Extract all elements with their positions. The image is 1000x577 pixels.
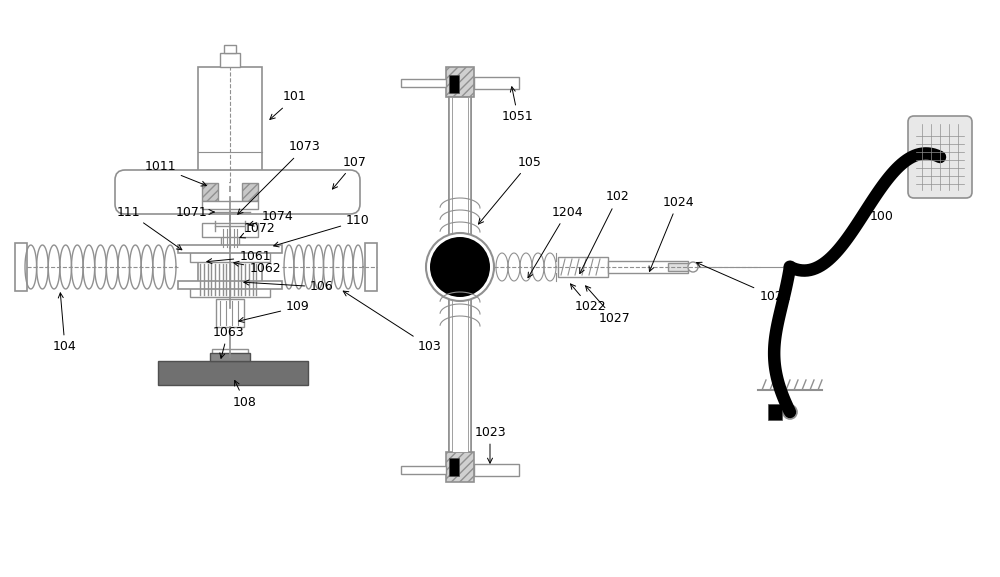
Bar	[210, 248, 250, 262]
Bar	[474, 77, 519, 89]
Text: 1022: 1022	[570, 284, 606, 313]
Bar	[446, 452, 474, 482]
Text: 1021: 1021	[697, 263, 791, 304]
Text: 111: 111	[116, 205, 182, 250]
Text: 106: 106	[244, 280, 334, 294]
Bar	[449, 458, 459, 476]
Bar	[216, 299, 244, 327]
Bar	[474, 464, 519, 476]
Bar	[178, 281, 282, 289]
Text: 1063: 1063	[212, 325, 244, 358]
Bar	[198, 67, 262, 182]
Bar	[668, 263, 688, 271]
Bar	[190, 252, 270, 262]
Bar	[768, 404, 782, 420]
Text: 1061: 1061	[207, 250, 271, 264]
Bar	[198, 262, 262, 297]
Text: 100: 100	[864, 208, 894, 223]
Text: 1011: 1011	[144, 160, 206, 186]
Bar	[178, 245, 282, 253]
Text: 108: 108	[233, 380, 257, 409]
Bar	[158, 361, 308, 385]
Text: 1051: 1051	[502, 87, 534, 123]
Bar	[224, 45, 236, 53]
Text: 107: 107	[332, 155, 367, 189]
Text: 1071: 1071	[176, 205, 214, 219]
Text: 1024: 1024	[649, 196, 694, 271]
Bar	[220, 359, 240, 367]
Bar	[452, 97, 468, 452]
Bar	[449, 97, 471, 457]
Bar	[558, 257, 608, 277]
Text: 1073: 1073	[238, 141, 321, 214]
Bar	[401, 466, 446, 474]
FancyBboxPatch shape	[908, 116, 972, 198]
Bar	[449, 97, 471, 452]
Bar	[449, 75, 459, 93]
Text: 1072: 1072	[240, 223, 276, 238]
Bar	[202, 223, 258, 237]
Bar	[212, 349, 248, 359]
Bar	[441, 251, 479, 261]
FancyBboxPatch shape	[115, 170, 360, 214]
Circle shape	[783, 405, 797, 419]
Bar	[441, 273, 479, 283]
Circle shape	[430, 237, 490, 297]
Circle shape	[784, 261, 796, 273]
Text: 1204: 1204	[528, 205, 583, 278]
Circle shape	[688, 262, 698, 272]
Text: 1062: 1062	[234, 261, 281, 275]
Bar	[210, 353, 250, 361]
Text: 1023: 1023	[474, 425, 506, 463]
Text: 104: 104	[53, 293, 77, 354]
Bar	[220, 53, 240, 67]
Bar	[242, 183, 258, 201]
Bar	[190, 287, 270, 297]
Text: 102: 102	[580, 190, 630, 273]
Bar	[222, 182, 238, 188]
Bar	[221, 228, 239, 248]
Bar	[202, 201, 258, 209]
Bar	[15, 243, 27, 291]
Text: 109: 109	[239, 301, 310, 323]
Bar	[202, 183, 218, 201]
Text: 103: 103	[343, 291, 442, 354]
Bar	[608, 261, 688, 273]
Bar	[401, 79, 446, 87]
Text: 101: 101	[270, 91, 307, 119]
Text: 1074: 1074	[249, 211, 294, 226]
Text: 1027: 1027	[586, 286, 631, 325]
Bar	[365, 243, 377, 291]
Bar	[446, 67, 474, 97]
Text: 110: 110	[274, 215, 370, 247]
Circle shape	[788, 410, 792, 414]
Bar	[452, 97, 468, 457]
Text: 105: 105	[478, 155, 542, 224]
Circle shape	[426, 233, 494, 301]
